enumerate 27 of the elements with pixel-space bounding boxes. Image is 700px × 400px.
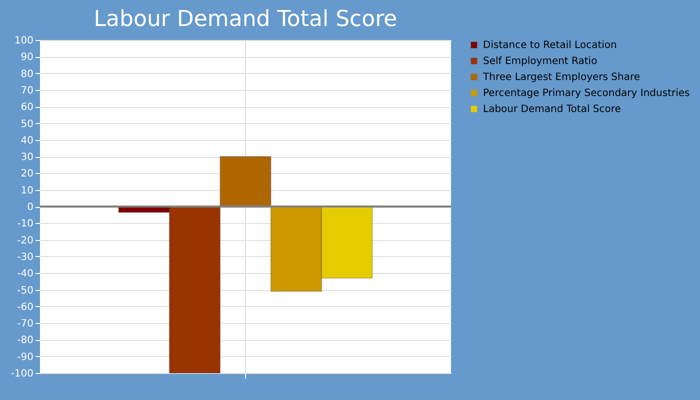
legend-label: Three Largest Employers Share [482,72,640,83]
y-tick-label: -100 [10,368,34,380]
y-tick-label: 40 [20,135,34,146]
y-tick-label: 70 [20,85,34,96]
y-tick-label: 60 [20,102,34,114]
y-tick-label: 50 [20,118,34,130]
y-tick-label: -20 [17,235,34,246]
chart-title: Labour Demand Total Score [94,7,398,32]
y-tick-label: -50 [17,285,34,296]
y-tick-label: 30 [20,152,34,164]
legend-label: Percentage Primary Secondary Industries [483,88,690,99]
legend-label: Labour Demand Total Score [483,104,621,115]
y-tick-label: -10 [17,218,34,230]
y-tick-label: 90 [20,52,34,64]
y-tick-label: -60 [17,302,34,313]
y-tick-label: 80 [20,68,34,80]
y-tick-label: 20 [20,168,34,180]
y-tick-label: -90 [17,352,34,363]
y-tick-label: -40 [17,268,34,280]
legend-label: Self Employment Ratio [483,56,598,67]
legend-label: Distance to Retail Location [483,40,617,51]
y-tick-label: 100 [14,36,34,46]
y-tick-label: -30 [17,252,34,263]
y-tick-label: 0 [27,202,34,213]
y-tick-label: -70 [17,318,34,330]
y-tick-label: 10 [20,185,34,196]
y-tick-label: -80 [17,335,34,346]
